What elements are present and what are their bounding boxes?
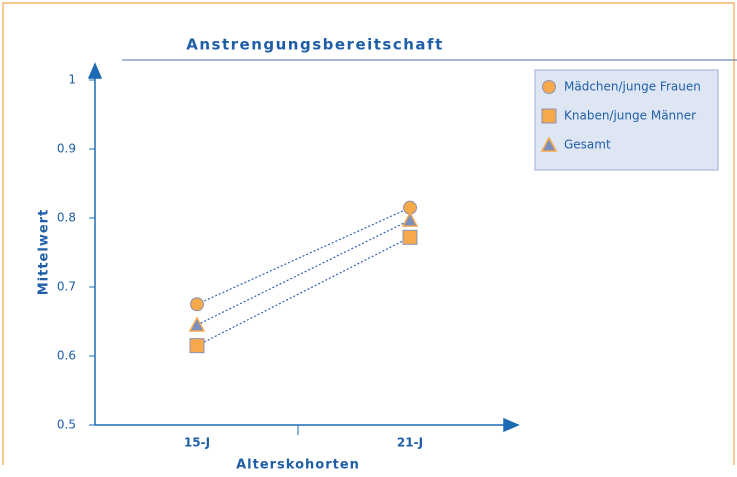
- marker: [190, 297, 204, 312]
- marker: [401, 211, 419, 227]
- marker: [541, 108, 557, 124]
- y-tick-label: 0.9: [57, 142, 76, 156]
- y-axis: [87, 62, 103, 425]
- y-tick-label: 0.6: [57, 349, 76, 363]
- y-axis-label: Mittelwert: [37, 209, 52, 296]
- legend-label: Knaben/junge Männer: [564, 109, 696, 123]
- series-line: [196, 207, 411, 305]
- y-tick-label: 0.5: [57, 418, 76, 432]
- frame: [2, 2, 735, 465]
- legend: [534, 69, 719, 171]
- y-tick-label: 0.7: [57, 280, 76, 294]
- marker: [540, 136, 558, 152]
- x-axis: [95, 417, 520, 433]
- marker: [188, 316, 206, 332]
- legend-label: Gesamt: [564, 138, 611, 152]
- series-line: [196, 219, 411, 326]
- x-tick-label: 15-J: [184, 436, 210, 450]
- chart-title: Anstrengungsbereitschaft: [186, 36, 444, 54]
- marker: [542, 80, 556, 94]
- y-tick-label: 0.8: [57, 211, 76, 225]
- marker: [189, 338, 205, 354]
- legend-label: Mädchen/junge Frauen: [564, 80, 701, 94]
- marker: [402, 229, 418, 245]
- y-tick-label: 1: [68, 73, 76, 87]
- x-tick-label: 21-J: [397, 436, 423, 450]
- x-axis-label: Alterskohorten: [236, 458, 360, 473]
- series-line: [196, 236, 411, 347]
